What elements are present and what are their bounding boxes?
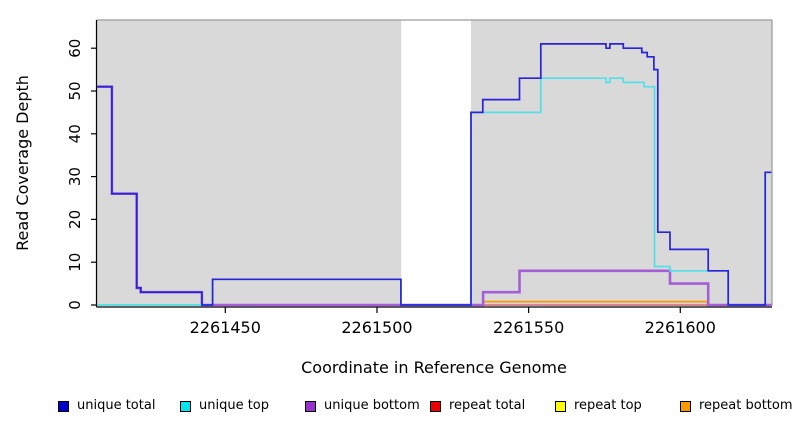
legend-swatch-icon (430, 400, 441, 412)
legend-item-unique-total: unique total (58, 398, 155, 414)
legend-swatch-icon (680, 400, 691, 412)
legend-label: unique bottom (324, 398, 420, 413)
series-line-unique-total (97, 43, 772, 306)
legend-swatch-icon (58, 400, 69, 412)
y-tick-label: 0 (66, 300, 84, 310)
legend-label: repeat bottom (699, 398, 792, 413)
y-tick-label: 10 (66, 253, 84, 272)
x-tick-label: 2261600 (645, 318, 716, 337)
y-tick-label: 40 (66, 124, 84, 143)
legend-label: unique top (199, 398, 270, 413)
y-tick-label: 30 (66, 167, 84, 186)
no-data-band (401, 20, 471, 306)
y-tick-label: 60 (66, 39, 84, 58)
legend: unique total unique top unique bottom repea… (0, 398, 792, 422)
legend-swatch-icon (180, 400, 191, 412)
legend-item-unique-top: unique top (180, 398, 269, 414)
legend-swatch-icon (555, 400, 566, 412)
legend-label: repeat total (449, 398, 526, 413)
legend-swatch-icon (305, 400, 316, 412)
y-tick-label: 50 (66, 81, 84, 100)
legend-item-repeat-total: repeat total (430, 398, 525, 414)
legend-label: unique total (77, 398, 156, 413)
plot-area: 0 10 20 30 40 50 60 2261450 2261500 2261550 226160… (66, 19, 773, 337)
x-tick-label: 2261500 (341, 318, 412, 337)
x-tick-label: 2261450 (190, 318, 261, 337)
legend-item-repeat-top: repeat top (555, 398, 642, 414)
legend-item-unique-bottom: unique bottom (305, 398, 420, 414)
legend-item-repeat-bottom: repeat bottom (680, 398, 792, 414)
y-axis-label: Read Coverage Depth (13, 75, 32, 251)
x-axis-label: Coordinate in Reference Genome (301, 358, 567, 377)
y-tick-label: 20 (66, 210, 84, 229)
legend-label: repeat top (574, 398, 642, 413)
x-tick-label: 2261550 (493, 318, 564, 337)
